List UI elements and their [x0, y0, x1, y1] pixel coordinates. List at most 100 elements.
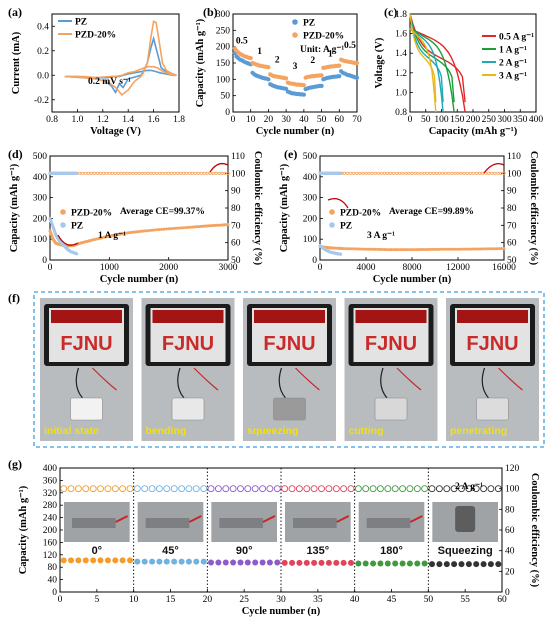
capacity-point: [152, 228, 156, 232]
x-axis-label: Cycle number (n): [373, 274, 452, 285]
ce-point: [125, 171, 129, 175]
ce-point: [358, 171, 362, 175]
ce-point: [173, 171, 177, 175]
rate-label: 1: [328, 49, 333, 59]
wire: [380, 367, 388, 399]
capacity-point: [472, 247, 476, 251]
capacity-point: [215, 559, 222, 566]
capacity-point: [428, 247, 432, 251]
panel-d-cycling-chart: 0 1000 2000 3000 0 100 200 300 400 500 Cycle numbe…: [8, 147, 263, 285]
ce-point: [87, 171, 91, 175]
y2-tick-label: 100: [231, 169, 246, 179]
y-axis-label: Capacity (mAh g⁻¹): [18, 485, 29, 574]
rate-label: 1: [257, 47, 262, 57]
panel-label: (b): [203, 5, 218, 19]
ce-point: [104, 485, 112, 493]
ce-point: [456, 171, 460, 175]
arrow-to-ce: [209, 162, 229, 173]
capacity-point: [339, 252, 343, 256]
ce-point: [339, 171, 343, 175]
ce-point: [340, 485, 348, 493]
y-tick-label: 0: [312, 256, 317, 266]
y2-tick-label: 90: [507, 187, 517, 197]
ce-point: [128, 171, 132, 175]
photo-caption: initial state: [44, 425, 99, 437]
capacity-point: [353, 247, 356, 251]
wire: [193, 367, 219, 391]
capacity-point: [82, 557, 89, 564]
ce-point: [493, 171, 497, 175]
capacity-point: [333, 559, 340, 566]
y-tick-label: 400: [43, 464, 58, 474]
capacity-point: [181, 226, 185, 230]
ce-point: [190, 171, 194, 175]
capacity-point: [495, 247, 499, 251]
y-tick-label: 0: [225, 108, 230, 118]
y-tick-label: 50: [221, 92, 231, 102]
y-tick-label: 1.6: [395, 30, 407, 40]
y-axis-label: Voltage (V): [374, 37, 385, 88]
x-axis-label: Cycle number (n): [242, 606, 321, 617]
ce-point: [450, 171, 454, 175]
ce-point: [453, 171, 457, 175]
ce-point: [119, 485, 127, 493]
capacity-point: [442, 247, 446, 251]
banner: [254, 310, 325, 323]
capacity-point: [438, 247, 442, 251]
ce-point: [140, 171, 144, 175]
x-tick-label: 50: [421, 115, 431, 125]
y-tick-label: 320: [43, 489, 58, 499]
x-axis-label: Cycle number (n): [100, 274, 179, 285]
capacity-point: [456, 247, 460, 251]
ce-point: [477, 171, 482, 175]
x-tick-label: 200: [466, 115, 481, 125]
ce-point: [176, 171, 180, 175]
x-tick-label: 1000: [100, 263, 119, 273]
ce-point: [75, 171, 79, 175]
wire: [295, 367, 320, 391]
ce-point: [158, 171, 162, 175]
discharge-curve: [409, 28, 466, 113]
charge-curve: [409, 13, 437, 103]
ce-point: [60, 485, 68, 493]
x-tick-label: 0: [231, 115, 236, 125]
pouch-cell: [219, 518, 263, 528]
y-tick-label: 0.2: [37, 47, 49, 57]
capacity-point: [495, 561, 502, 568]
ce-point: [143, 171, 147, 175]
capacity-point: [134, 558, 141, 565]
capacity-point: [112, 557, 119, 564]
ce-point: [170, 171, 174, 175]
y-axis-label: Current (mA): [11, 31, 22, 94]
y2-axis-label: Coulombic efficiency (%): [528, 151, 539, 266]
ce-point: [499, 171, 503, 175]
rate-point: [337, 63, 342, 68]
ce-point: [406, 485, 414, 493]
photo-caption: squeezing: [247, 425, 298, 437]
legend-label: PZ: [71, 222, 83, 232]
wire: [177, 367, 185, 399]
capacity-point: [148, 229, 152, 232]
segment-label: 180°: [380, 545, 403, 557]
ce-point: [388, 171, 393, 175]
capacity-point: [164, 227, 168, 231]
ce-point: [107, 171, 111, 175]
ce-point: [208, 171, 212, 175]
ce-point: [490, 171, 494, 175]
capacity-point: [392, 248, 396, 252]
capacity-point: [289, 559, 296, 566]
x-tick-label: 1.4: [122, 115, 134, 125]
ce-point: [217, 171, 221, 175]
capacity-point: [145, 229, 149, 233]
y-tick-label: 1.4: [395, 49, 407, 59]
y-tick-label: 40: [48, 576, 58, 586]
capacity-point: [355, 560, 362, 567]
capacity-point: [183, 226, 187, 230]
panel-label: (c): [384, 5, 397, 19]
legend-marker: [60, 209, 66, 215]
photo-caption: cutting: [349, 425, 384, 437]
wire: [498, 367, 523, 391]
ce-point: [273, 485, 281, 493]
photo-4: FJNU cutting: [344, 298, 438, 441]
capacity-point: [169, 227, 173, 231]
